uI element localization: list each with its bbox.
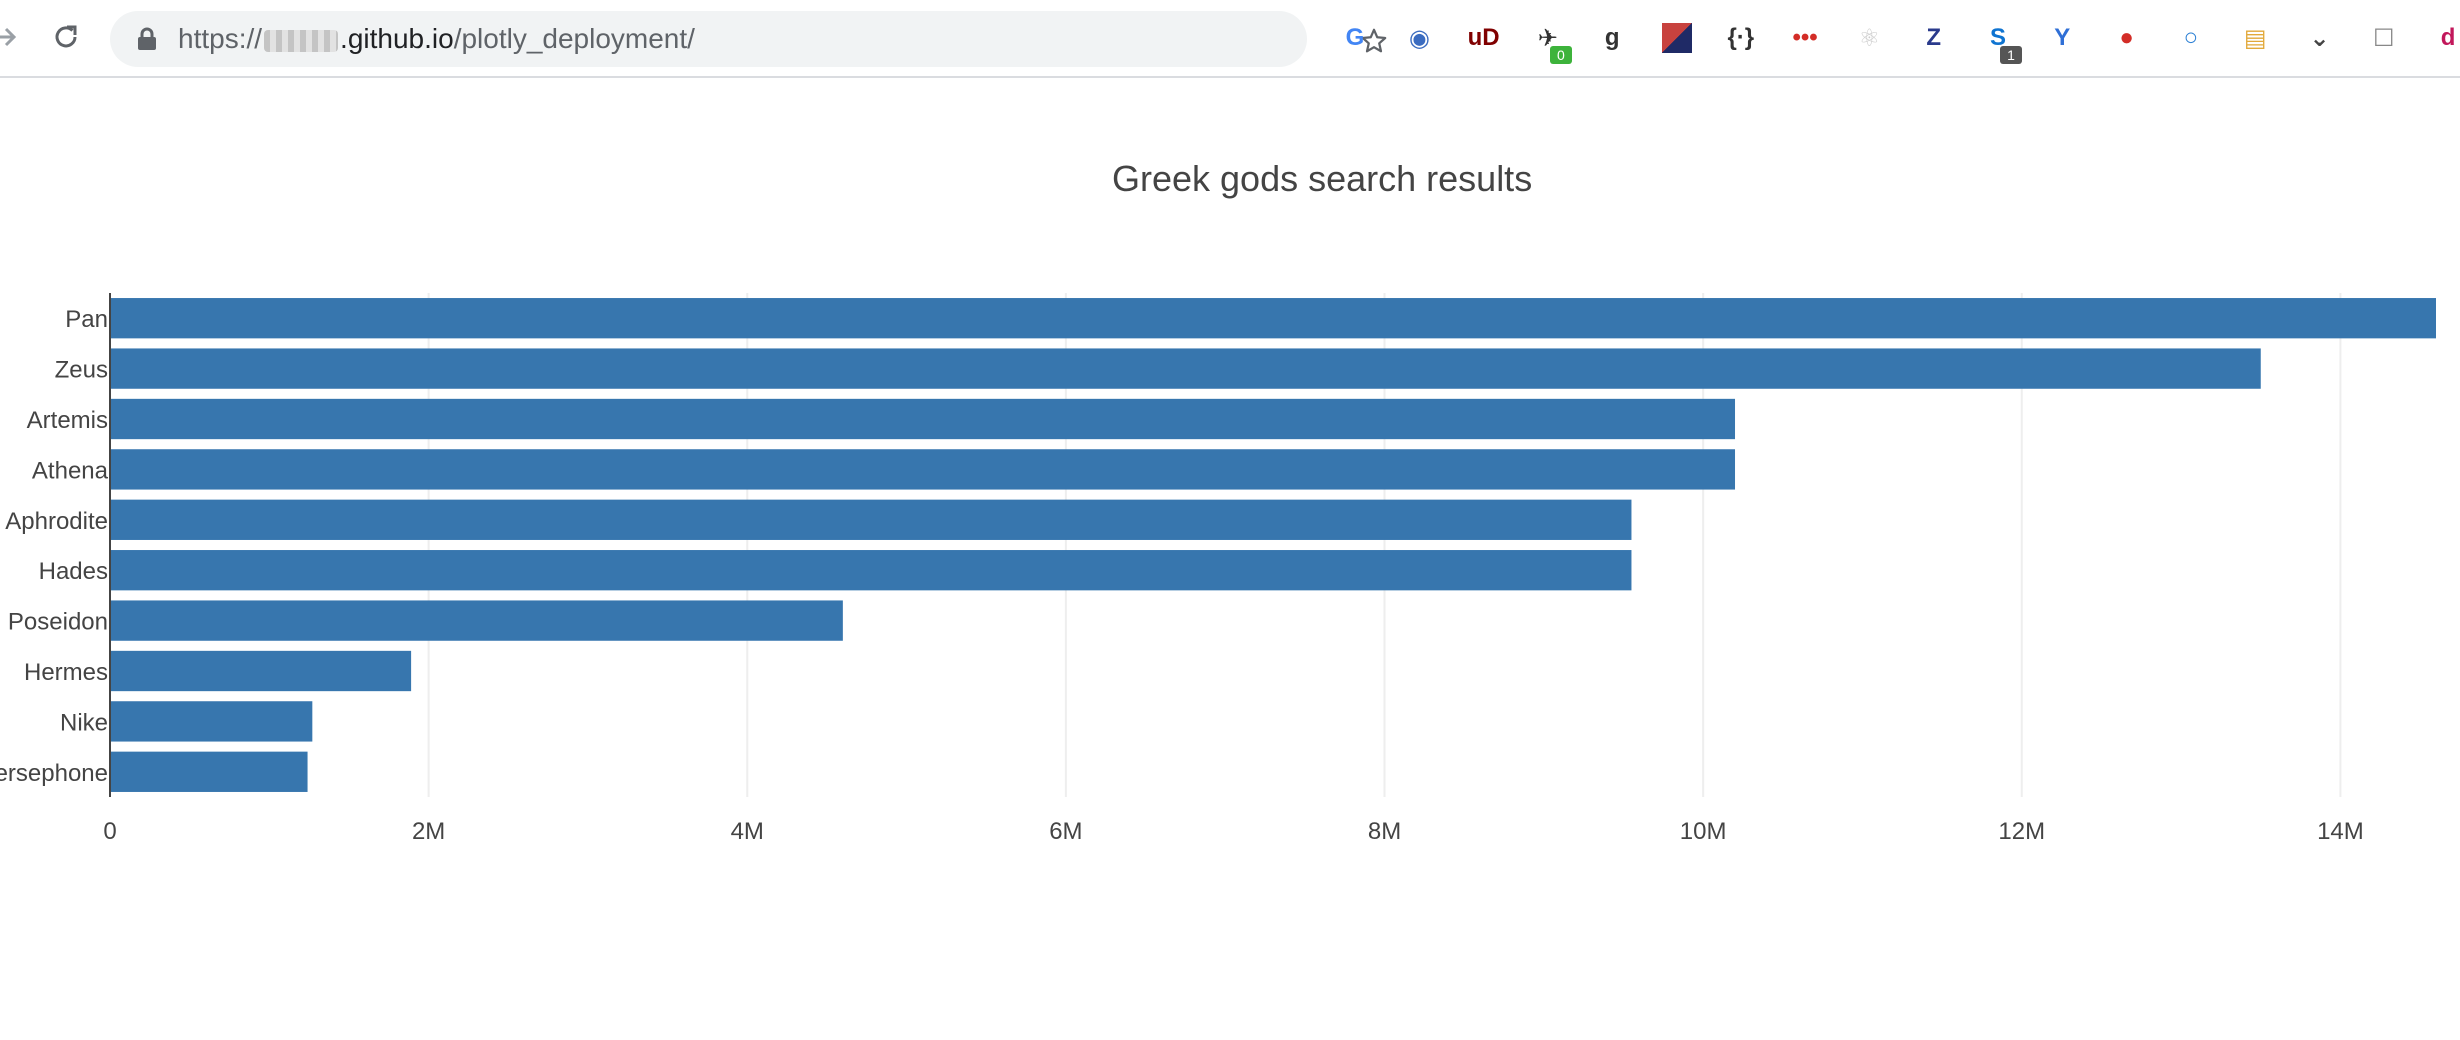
ufo-icon-badge: 0 [1549, 46, 1572, 64]
ufo-icon-glyph: ✈ [1537, 24, 1558, 52]
dapp-icon[interactable]: d [2430, 20, 2460, 56]
circle-icon[interactable]: ○ [2173, 20, 2209, 56]
bar-athena[interactable] [110, 449, 1736, 490]
url-text[interactable]: https:// .github.io/plotly_deployment/ [178, 23, 695, 55]
goodreads-icon-glyph: g [1604, 24, 1620, 51]
record-icon-glyph: ● [2119, 24, 2134, 51]
y-tick-label: Persephone [0, 760, 108, 787]
bar-hades[interactable] [110, 550, 1632, 591]
google-translate-icon-glyph: G [1345, 24, 1365, 51]
y-tick-label: Hermes [24, 659, 108, 686]
y-tick-label: Pan [65, 306, 108, 333]
x-tick-label: 2M [412, 818, 445, 845]
reload-icon [55, 25, 77, 48]
globe-icon[interactable]: ◉ [1401, 20, 1437, 56]
react-icon-glyph: ⚛ [1858, 24, 1881, 52]
y-tick-label: Athena [32, 457, 109, 484]
clipboard-icon-glyph: ▤ [2243, 24, 2267, 52]
dapp-icon-glyph: d [2440, 24, 2456, 51]
ublock-icon[interactable]: uD [1466, 20, 1502, 56]
x-tick-label: 10M [1680, 818, 1727, 845]
bar-persephone[interactable] [110, 751, 308, 792]
x-tick-label: 12M [1998, 818, 2045, 845]
redacted-username [264, 29, 339, 52]
bar-artemis[interactable] [110, 398, 1736, 440]
reload-button[interactable] [43, 14, 89, 60]
inbox-icon[interactable]: ☐ [2366, 20, 2402, 56]
y-tick-label: Zeus [55, 357, 108, 384]
zotero-icon-glyph: Z [1926, 24, 1942, 51]
bookmark-star-button[interactable] [1360, 27, 1388, 55]
vue-icon-glyph: Y [2054, 24, 2071, 51]
bar-pan[interactable] [110, 298, 2436, 339]
forward-arrow-icon [0, 27, 17, 47]
lastpass-icon-glyph: ••• [1792, 24, 1818, 51]
bars [110, 298, 2436, 792]
x-tick-label: 0 [103, 818, 116, 845]
lastpass-icon[interactable]: ••• [1787, 20, 1823, 56]
circle-icon-glyph: ○ [2183, 24, 2199, 51]
flag-icon-glyph [1661, 23, 1692, 53]
inbox-icon-glyph: ☐ [2373, 24, 2395, 52]
y-tick-label: Artemis [27, 407, 108, 434]
pocket-icon[interactable]: ⌄ [2302, 20, 2338, 56]
flag-icon[interactable] [1659, 20, 1695, 56]
star-icon [1361, 28, 1387, 53]
record-icon[interactable]: ● [2109, 20, 2145, 56]
json-viewer-icon[interactable]: {·} [1723, 20, 1759, 56]
x-axis-tick-labels: 0 2M 4M 6M 8M 10M 12M 14M [103, 818, 2363, 845]
skype-icon-glyph: S [1989, 24, 2006, 51]
pocket-icon-glyph: ⌄ [2309, 24, 2330, 52]
json-viewer-icon-glyph: {·} [1727, 24, 1755, 51]
goodreads-icon[interactable]: g [1594, 20, 1630, 56]
url-scheme: https:// [178, 23, 263, 54]
bar-aphrodite[interactable] [110, 499, 1632, 540]
chart-title: Greek gods search results [1112, 158, 1533, 199]
x-tick-label: 4M [731, 818, 764, 845]
y-tick-label: Hades [39, 558, 108, 585]
url-path: /plotly_deployment/ [453, 23, 695, 54]
bar-zeus[interactable] [110, 348, 2261, 389]
y-tick-label: Nike [60, 709, 108, 736]
lock-icon [138, 27, 156, 50]
x-tick-label: 8M [1368, 818, 1401, 845]
google-translate-icon[interactable]: G [1337, 20, 1373, 56]
y-axis-tick-labels: Pan Zeus Artemis Athena Aphrodite Hades Poseid… [0, 306, 109, 787]
ublock-icon-glyph: uD [1467, 24, 1500, 51]
globe-icon-glyph: ◉ [1408, 24, 1430, 52]
bar-hermes[interactable] [110, 650, 412, 692]
ufo-icon[interactable]: ✈ 0 [1530, 20, 1572, 64]
url-host: .github.io [340, 23, 454, 54]
y-tick-label: Poseidon [8, 609, 108, 636]
x-tick-label: 14M [2317, 818, 2364, 845]
bar-poseidon[interactable] [110, 600, 843, 641]
clipboard-icon[interactable]: ▤ [2237, 20, 2273, 56]
y-tick-label: Aphrodite [5, 508, 108, 535]
bar-nike[interactable] [110, 701, 313, 742]
zotero-icon[interactable]: Z [1916, 20, 1952, 56]
x-tick-label: 6M [1049, 818, 1082, 845]
vue-icon[interactable]: Y [2044, 20, 2080, 56]
browser-toolbar: https:// .github.io/plotly_deployment/ G ◉… [0, 0, 2460, 78]
address-bar[interactable]: https:// .github.io/plotly_deployment/ [110, 11, 1387, 67]
forward-button[interactable] [0, 14, 28, 60]
skype-icon-badge: 1 [2000, 46, 2022, 64]
react-icon[interactable]: ⚛ [1851, 20, 1887, 56]
